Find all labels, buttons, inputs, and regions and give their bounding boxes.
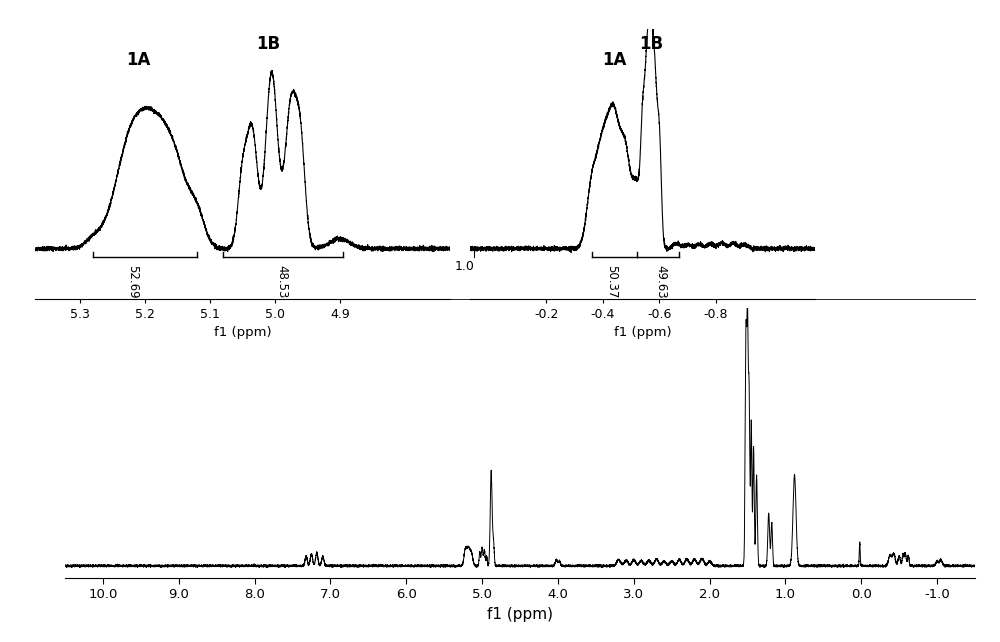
Text: 50.37: 50.37	[605, 265, 618, 298]
X-axis label: f1 (ppm): f1 (ppm)	[614, 326, 671, 339]
Text: 1B: 1B	[639, 35, 663, 53]
Text: 48.53: 48.53	[275, 265, 288, 298]
Text: 49.63: 49.63	[654, 265, 667, 298]
Text: 1B: 1B	[256, 35, 281, 53]
Text: 52.69: 52.69	[126, 265, 139, 298]
X-axis label: f1 (ppm): f1 (ppm)	[487, 607, 553, 621]
Text: 1A: 1A	[127, 51, 151, 69]
Text: 1A: 1A	[602, 51, 626, 69]
Text: 1.0: 1.0	[454, 259, 474, 273]
X-axis label: f1 (ppm): f1 (ppm)	[214, 326, 271, 339]
